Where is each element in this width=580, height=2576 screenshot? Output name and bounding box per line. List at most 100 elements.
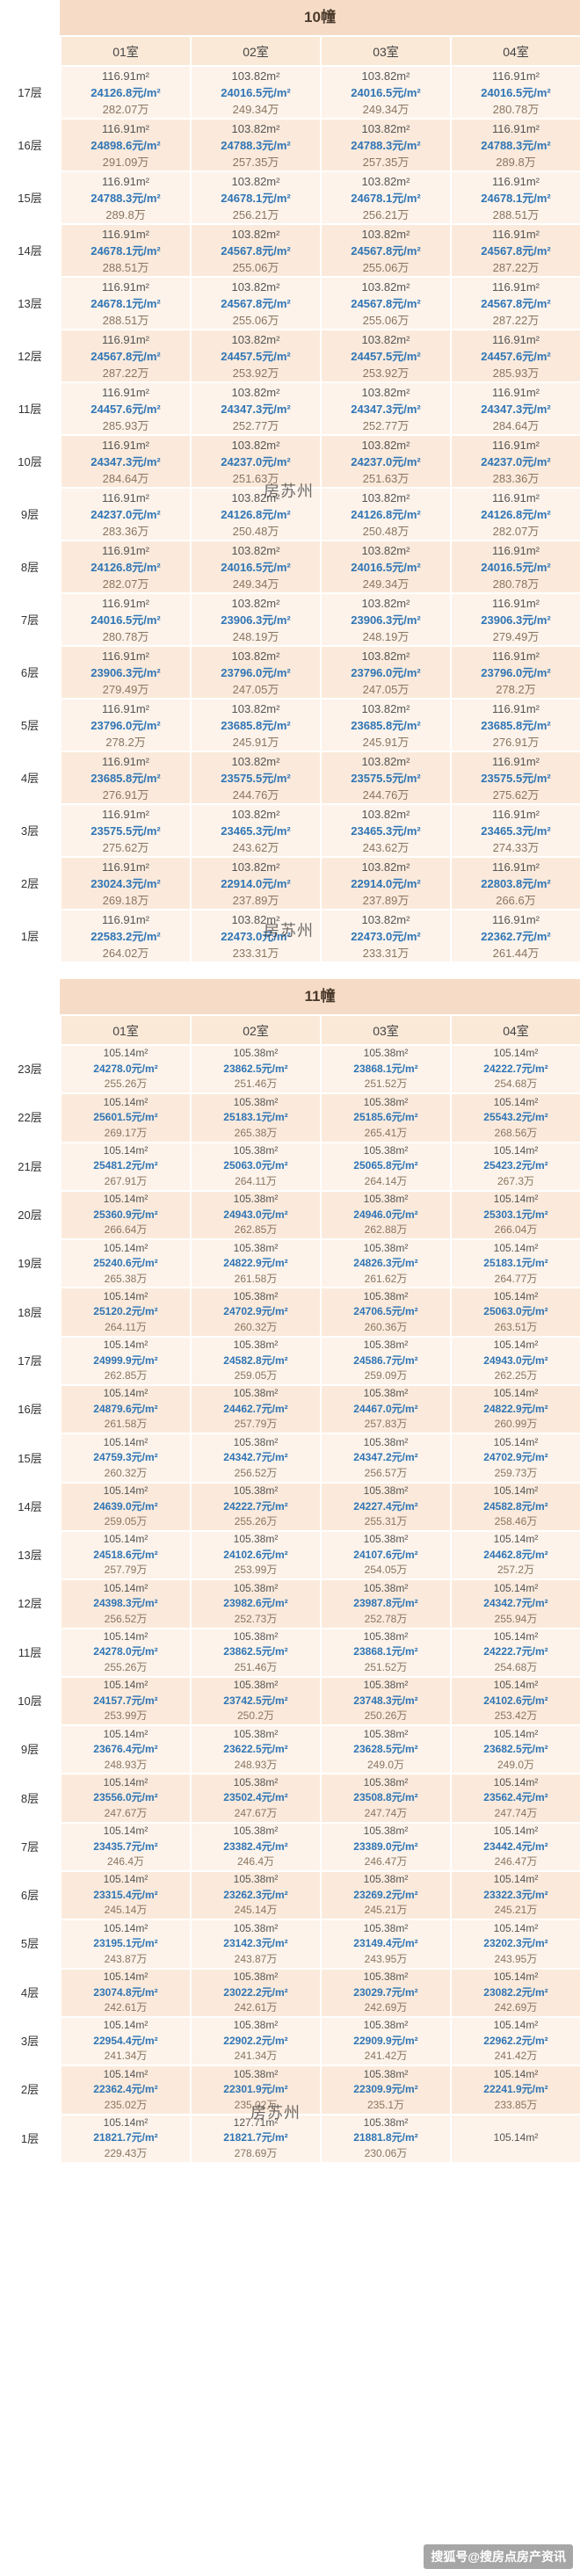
unit-price: 24237.0元/m² bbox=[351, 454, 421, 468]
unit-price: 24467.0元/m² bbox=[353, 1402, 418, 1415]
unit-area: 105.14m² bbox=[103, 1143, 149, 1157]
unit-price: 24702.9元/m² bbox=[223, 1305, 288, 1318]
unit-total: 253.92万 bbox=[362, 366, 410, 380]
unit-price: 24999.9元/m² bbox=[93, 1353, 158, 1367]
unit-area: 105.14m² bbox=[493, 1629, 539, 1643]
unit-price: 24457.6元/m² bbox=[481, 349, 551, 363]
unit-cell: 105.14m² 24102.6元/m² 253.42万 bbox=[450, 1675, 580, 1725]
unit-cell: 116.91m² 22583.2元/m² 264.02万 bbox=[60, 909, 190, 961]
unit-total: 287.22万 bbox=[102, 366, 149, 380]
unit-price: 24462.7元/m² bbox=[223, 1402, 288, 1415]
unit-area: 105.14m² bbox=[103, 2067, 149, 2080]
unit-cell: 103.82m² 24126.8元/m² 250.48万 bbox=[190, 487, 320, 540]
unit-total: 243.87万 bbox=[234, 1952, 278, 1965]
unit-price: 24702.9元/m² bbox=[483, 1451, 548, 1464]
unit-area: 105.38m² bbox=[363, 1435, 409, 1448]
unit-header: 04室 bbox=[450, 1014, 580, 1044]
unit-area: 116.91m² bbox=[492, 543, 540, 557]
unit-area: 105.14m² bbox=[103, 2115, 149, 2129]
floor-label: 3层 bbox=[0, 2015, 60, 2065]
unit-total: 267.91万 bbox=[104, 1174, 148, 1187]
unit-area: 103.82m² bbox=[231, 279, 280, 294]
floor-row: 14层 116.91m² 24678.1元/m² 288.51万 103.82m² 245… bbox=[0, 223, 580, 276]
unit-area: 105.14m² bbox=[103, 1825, 149, 1838]
floor-row: 15层 116.91m² 24788.3元/m² 289.8万 103.82m² 2467… bbox=[0, 171, 580, 223]
unit-total: 235.02万 bbox=[104, 2098, 148, 2111]
floor-row: 11层 105.14m² 24278.0元/m² 255.26万 105.38m² 238… bbox=[0, 1627, 580, 1676]
building-block: 11幢 01室 02室 03室 04室 23层 105.14m² 24278.0元/m² 255… bbox=[0, 979, 580, 2162]
unit-total: 278.2万 bbox=[496, 682, 536, 696]
unit-price: 25543.2元/m² bbox=[483, 1111, 548, 1124]
unit-total: 279.49万 bbox=[102, 682, 149, 696]
unit-cell: 105.38m² 23269.2元/m² 245.21万 bbox=[320, 1870, 450, 1919]
unit-area: 105.38m² bbox=[363, 1339, 409, 1352]
unit-price: 23685.8元/m² bbox=[91, 771, 161, 785]
unit-total: 245.21万 bbox=[494, 1904, 538, 1917]
unit-area: 116.91m² bbox=[102, 69, 149, 83]
unit-area: 105.14m² bbox=[103, 1435, 149, 1448]
unit-total: 288.51万 bbox=[102, 313, 149, 327]
unit-total: 235.02万 bbox=[234, 2098, 278, 2111]
unit-cell: 103.82m² 24567.8元/m² 255.06万 bbox=[190, 223, 320, 276]
floor-row: 1层 116.91m² 22583.2元/m² 264.02万 103.82m² 2247… bbox=[0, 909, 580, 961]
unit-area: 105.38m² bbox=[233, 2019, 279, 2032]
unit-area: 105.38m² bbox=[233, 1921, 279, 1934]
unit-area: 116.91m² bbox=[492, 649, 540, 663]
unit-cell: 103.82m² 24016.5元/m² 249.34万 bbox=[320, 540, 450, 592]
unit-cell: 105.38m² 23149.4元/m² 243.95万 bbox=[320, 1919, 450, 1968]
unit-total: 249.0万 bbox=[366, 1758, 405, 1771]
unit-cell: 103.82m² 22473.0元/m² 233.31万 bbox=[190, 909, 320, 961]
unit-price: 23676.4元/m² bbox=[93, 1743, 158, 1756]
floor-label: 2层 bbox=[0, 856, 60, 909]
unit-cell: 105.38m² 25063.0元/m² 264.11万 bbox=[190, 1141, 320, 1190]
floor-row: 9层 116.91m² 24237.0元/m² 283.36万 103.82m² 2412… bbox=[0, 487, 580, 540]
unit-area: 103.82m² bbox=[361, 649, 410, 663]
unit-price: 24898.6元/m² bbox=[91, 138, 161, 152]
unit-cell: 105.38m² 21881.8元/m² 230.06万 bbox=[320, 2113, 450, 2162]
unit-cell: 116.91m² 24898.6元/m² 291.09万 bbox=[60, 118, 190, 171]
unit-cell: 116.91m² 24237.0元/m² 283.36万 bbox=[450, 434, 580, 487]
unit-price: 23195.1元/m² bbox=[93, 1937, 158, 1950]
unit-area: 116.91m² bbox=[492, 174, 540, 188]
unit-cell: 116.91m² 23906.3元/m² 279.49万 bbox=[60, 645, 190, 698]
unit-cell: 103.82m² 23685.8元/m² 245.91万 bbox=[190, 698, 320, 751]
unit-total: 248.93万 bbox=[234, 1758, 278, 1771]
unit-price: 24788.3元/m² bbox=[481, 138, 551, 152]
floor-row: 23层 105.14m² 24278.0元/m² 255.26万 105.38m² 238… bbox=[0, 1044, 580, 1093]
unit-area: 105.14m² bbox=[103, 1727, 149, 1740]
unit-area: 105.38m² bbox=[363, 1047, 409, 1060]
unit-total: 253.99万 bbox=[104, 1709, 148, 1723]
floor-row: 15层 105.14m² 24759.3元/m² 260.32万 105.38m² 243… bbox=[0, 1433, 580, 1482]
unit-cell: 116.91m² 22362.7元/m² 261.44万 bbox=[450, 909, 580, 961]
unit-price: 23442.4元/m² bbox=[483, 1839, 548, 1853]
unit-cell: 105.14m² 23562.4元/m² 247.74万 bbox=[450, 1773, 580, 1822]
unit-area: 116.91m² bbox=[102, 385, 149, 399]
unit-cell: 103.82m² 24457.5元/m² 253.92万 bbox=[190, 329, 320, 381]
unit-cell: 116.91m² 23685.8元/m² 276.91万 bbox=[60, 751, 190, 803]
unit-area: 103.82m² bbox=[361, 543, 410, 557]
unit-price: 24788.3元/m² bbox=[221, 138, 291, 152]
unit-price: 22309.9元/m² bbox=[353, 2083, 418, 2096]
unit-area: 105.38m² bbox=[363, 1289, 409, 1303]
unit-area: 105.38m² bbox=[233, 1727, 279, 1740]
building-title: 10幢 bbox=[60, 0, 580, 35]
unit-area: 105.38m² bbox=[233, 1484, 279, 1498]
unit-price: 22909.9元/m² bbox=[353, 2034, 418, 2047]
watermark: 房苏州 bbox=[264, 922, 314, 940]
floor-row: 11层 116.91m² 24457.6元/m² 285.93万 103.82m² 243… bbox=[0, 381, 580, 434]
unit-total: 249.34万 bbox=[362, 102, 410, 116]
unit-price: 22914.0元/m² bbox=[351, 876, 421, 890]
unit-area: 105.14m² bbox=[493, 1873, 539, 1886]
unit-total: 243.62万 bbox=[362, 840, 410, 854]
unit-cell: 103.82m² 23465.3元/m² 243.62万 bbox=[190, 803, 320, 856]
unit-cell: 105.14m² 22241.9元/m² 233.85万 bbox=[450, 2064, 580, 2114]
unit-price: 23685.8元/m² bbox=[481, 718, 551, 732]
unit-price: 24102.6元/m² bbox=[483, 1694, 548, 1707]
unit-area: 105.38m² bbox=[233, 1289, 279, 1303]
unit-header: 02室 bbox=[190, 1014, 320, 1044]
watermark: 房苏州 bbox=[264, 483, 314, 500]
unit-area: 105.38m² bbox=[233, 1581, 279, 1594]
unit-price: 24342.7元/m² bbox=[223, 1451, 288, 1464]
unit-area: 105.38m² bbox=[233, 1339, 279, 1352]
